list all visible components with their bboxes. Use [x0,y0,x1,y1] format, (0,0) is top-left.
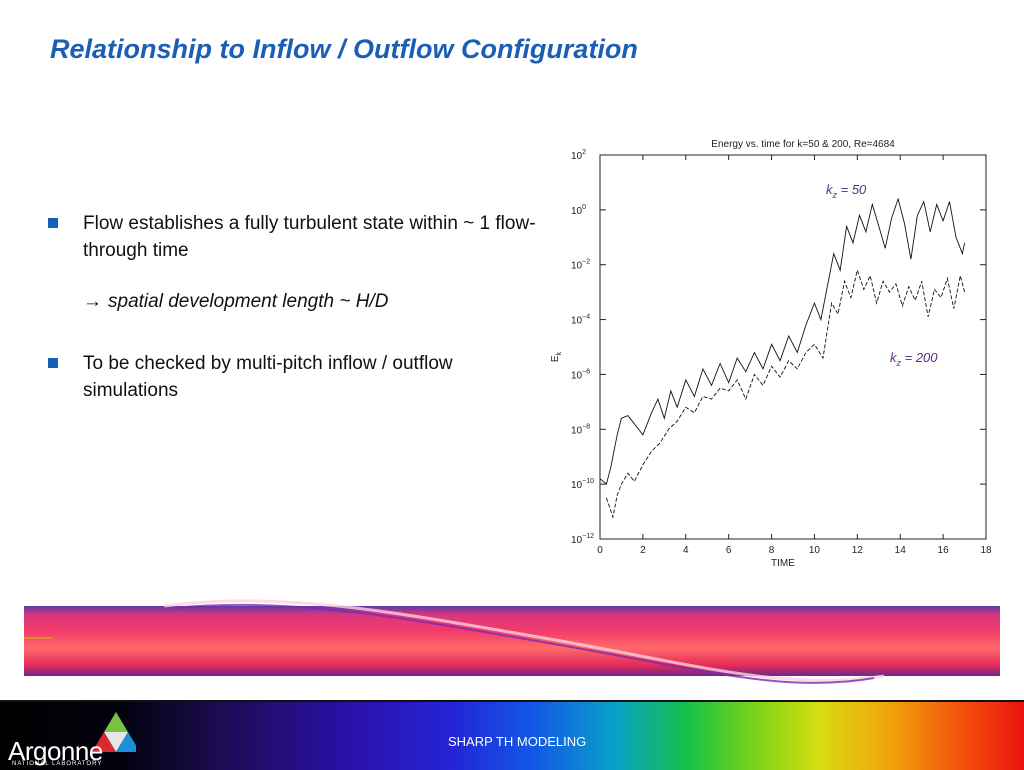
bullet-item: To be checked by multi-pitch inflow / ou… [46,350,546,404]
right-arrow-icon: → [83,291,102,312]
y-tick-label: 10−8 [571,423,590,436]
x-tick-label: 6 [726,545,732,556]
x-tick-label: 14 [895,545,907,556]
x-tick-label: 10 [809,545,821,556]
footer-bar: Argonne NATIONAL LABORATORY SHARP TH MOD… [0,700,1024,770]
y-tick-label: 10−2 [571,259,590,272]
x-tick-label: 18 [980,545,992,556]
x-tick-label: 4 [683,545,689,556]
series-line-kz50 [599,197,966,485]
series-line-kz200 [605,268,966,519]
sub-point-text: spatial development length ~ H/D [108,291,389,312]
energy-chart-svg: Energy vs. time for k=50 & 200, Re=4684 0… [550,139,992,569]
x-tick-label: 8 [769,545,775,556]
pipe-flow-image [24,599,1000,684]
bullet-text: To be checked by multi-pitch inflow / ou… [83,353,453,401]
energy-chart: Energy vs. time for k=50 & 200, Re=4684 0… [538,128,1008,574]
logo-subtext: NATIONAL LABORATORY [12,761,103,767]
footer-label: SHARP TH MODELING [448,734,587,749]
bullet-list: Flow establishes a fully turbulent state… [46,210,546,404]
square-bullet-icon [48,358,58,368]
y-axis-label: Ek [550,351,563,362]
sub-point: → spatial development length ~ H/D [46,291,546,313]
bullet-text: Flow establishes a fully turbulent state… [83,213,536,261]
slide-title: Relationship to Inflow / Outflow Configu… [50,34,638,64]
y-tick-label: 100 [571,204,586,217]
y-tick-label: 102 [571,149,586,162]
y-tick-label: 10−4 [571,314,590,327]
x-tick-label: 2 [640,545,646,556]
plot-frame [599,154,987,540]
y-tick-label: 10−12 [571,533,594,546]
logo-text: Argonne [8,736,103,766]
argonne-triangle-icon [92,712,136,752]
y-tick-label: 10−6 [571,368,590,381]
x-axis-label: TIME [771,558,795,569]
series-annotation: kz = 50 [826,182,867,200]
y-tick-label: 10−10 [571,478,594,491]
square-bullet-icon [48,218,58,228]
argonne-logo: Argonne NATIONAL LABORATORY [6,710,136,767]
bullet-item: Flow establishes a fully turbulent state… [46,210,546,264]
chart-title: Energy vs. time for k=50 & 200, Re=4684 [711,139,895,150]
x-tick-label: 16 [938,545,950,556]
x-tick-label: 12 [852,545,864,556]
x-tick-label: 0 [597,545,603,556]
series-annotation: kz = 200 [890,350,938,368]
